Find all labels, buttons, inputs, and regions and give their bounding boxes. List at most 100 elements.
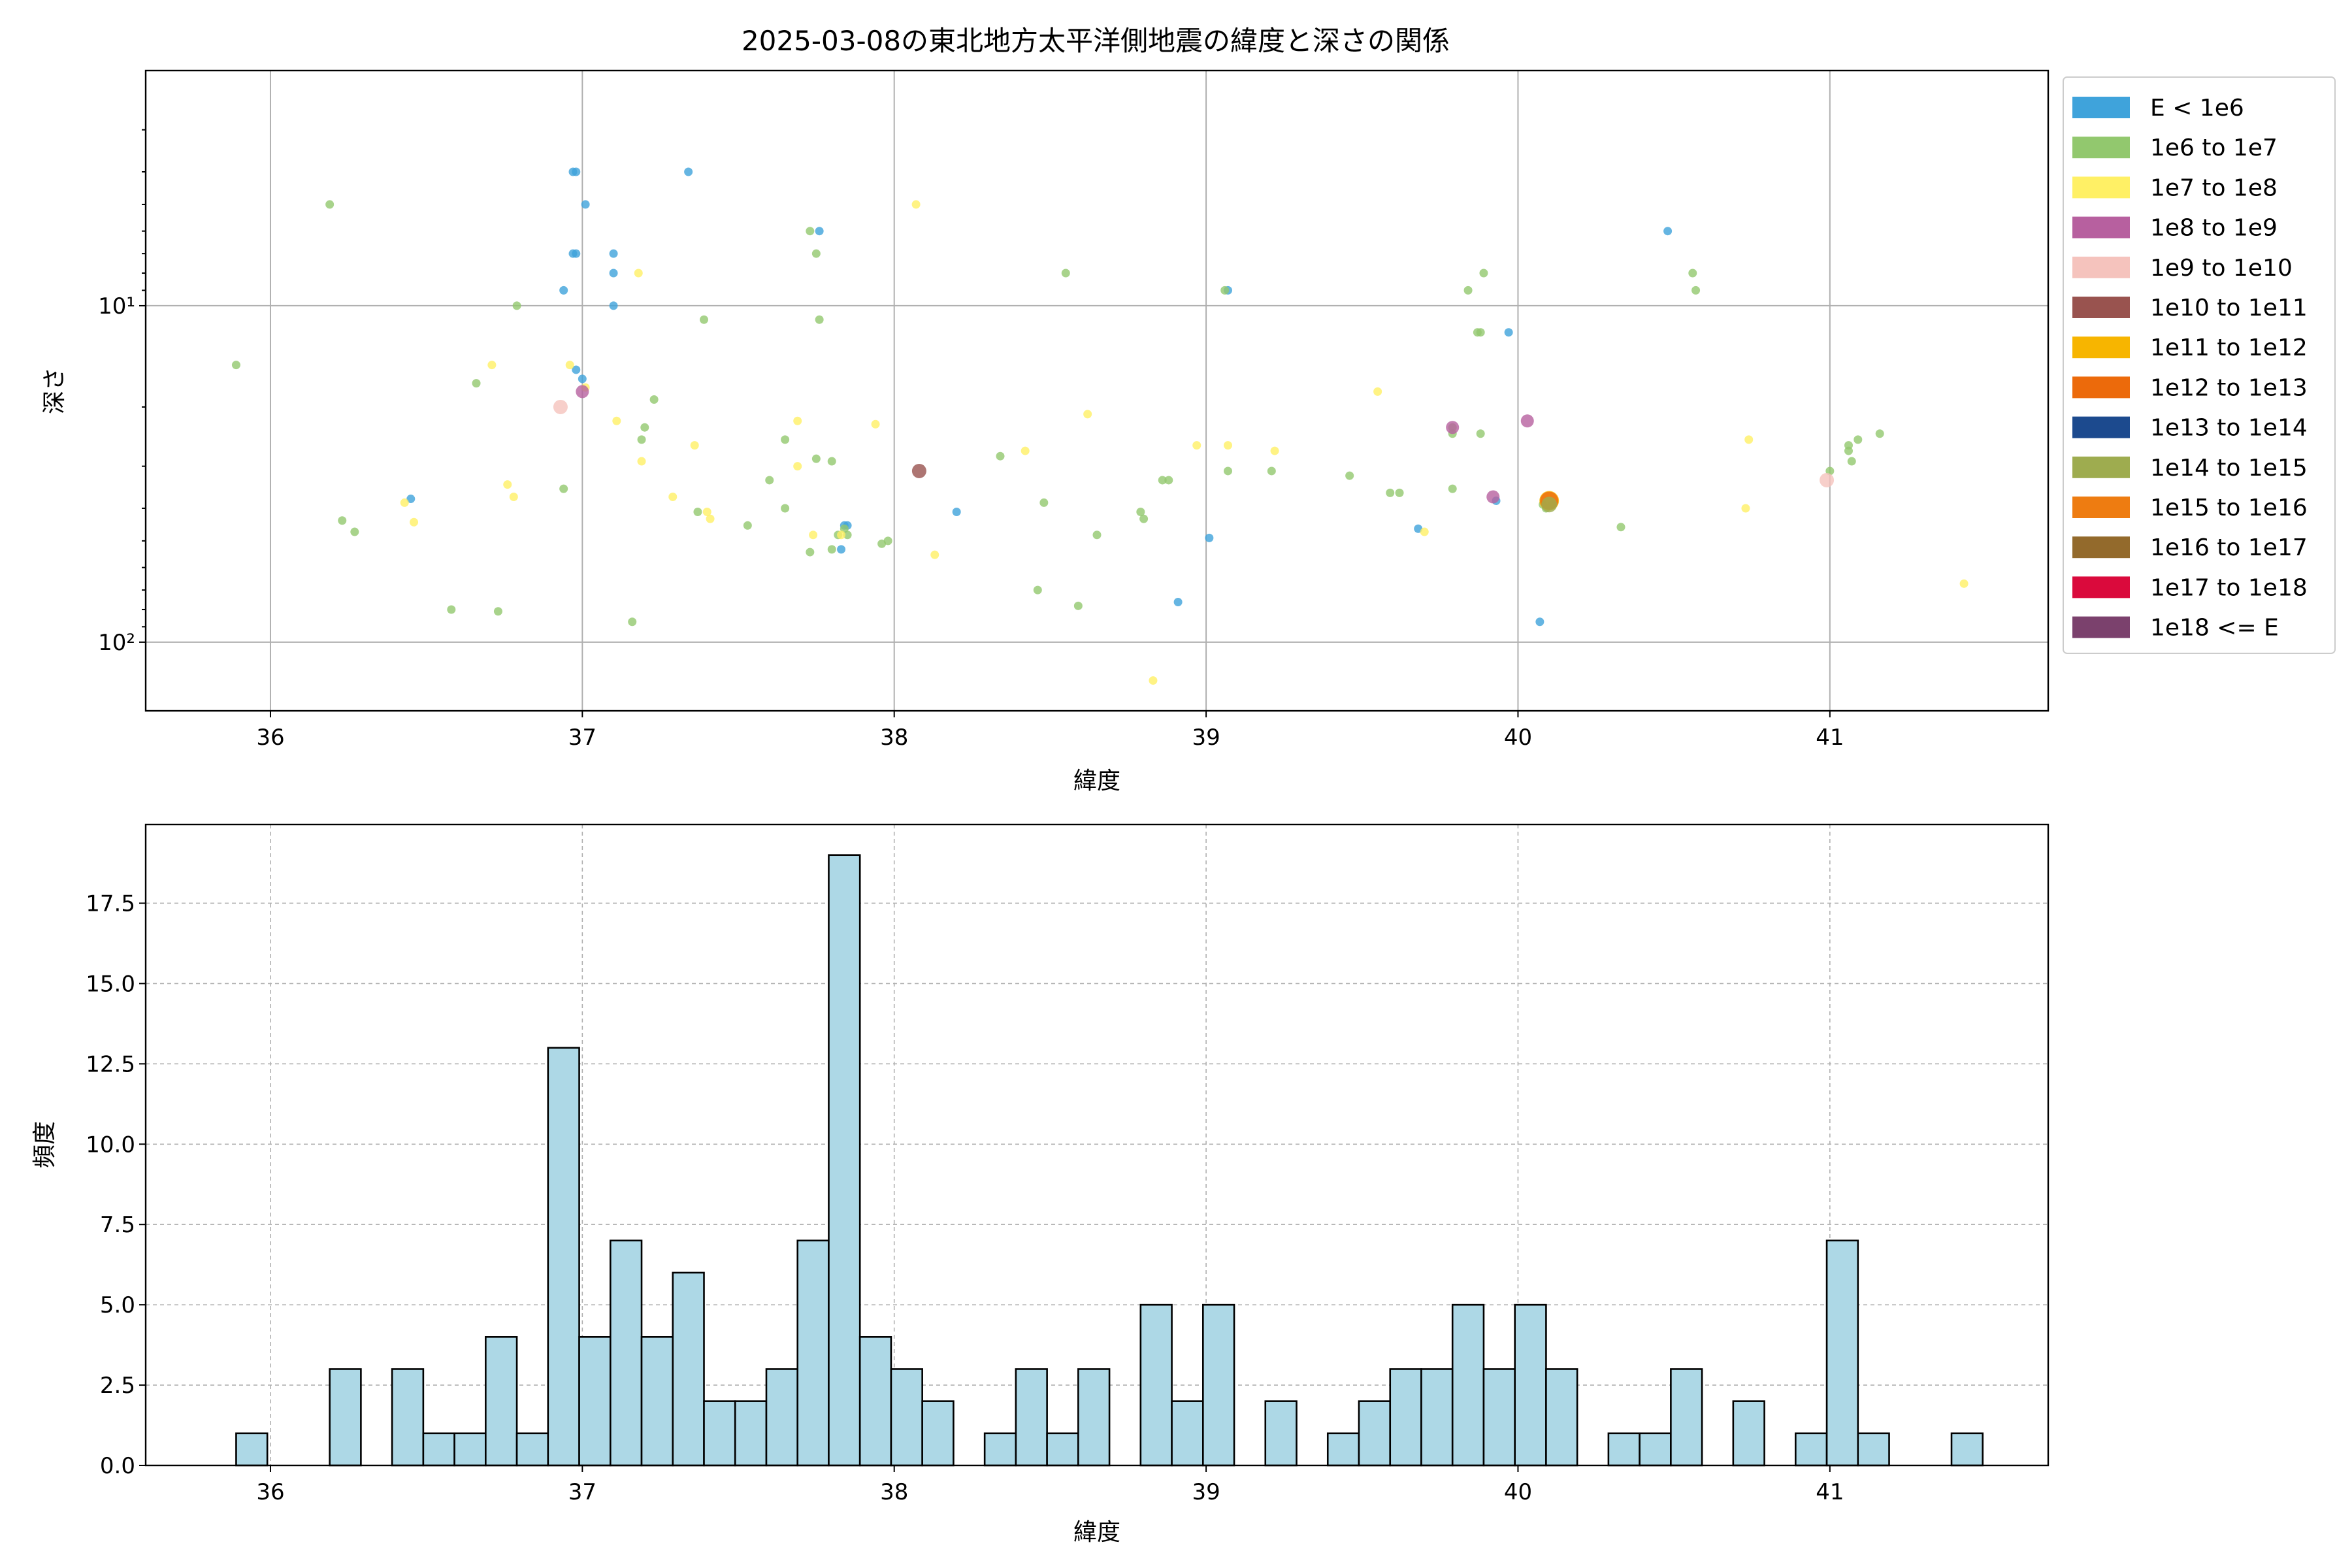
scatter-point [578, 374, 587, 384]
scatter-point [406, 495, 416, 504]
histogram-xtick-label: 39 [1192, 1479, 1220, 1505]
scatter-xtick-label: 40 [1504, 725, 1532, 751]
scatter-point [1476, 328, 1485, 337]
legend-label: 1e16 to 1e17 [2150, 534, 2308, 561]
scatter-point [1073, 601, 1083, 610]
legend: E < 1e6 1e6 to 1e7 1e7 to 1e8 1e8 to 1e9 1e9… [2063, 76, 2336, 654]
histogram-bar [547, 1047, 580, 1467]
histogram-ytick-label: 15.0 [86, 971, 135, 997]
scatter-point [702, 507, 711, 516]
scatter-point [1476, 429, 1485, 438]
histogram-bar [1482, 1368, 1516, 1467]
scatter-point [837, 531, 846, 540]
scatter-point [1744, 435, 1754, 444]
scatter-xtick-label: 36 [256, 725, 284, 751]
histogram-bars [235, 854, 1984, 1467]
histogram-bar [796, 1239, 830, 1467]
scatter-point [553, 399, 568, 414]
legend-label: 1e12 to 1e13 [2150, 374, 2308, 401]
scatter-point [581, 200, 590, 209]
legend-swatch [2072, 576, 2130, 598]
scatter-point [410, 517, 419, 527]
scatter-point [706, 514, 715, 523]
scatter-xtick-label: 39 [1192, 725, 1220, 751]
histogram-bar [453, 1432, 487, 1467]
scatter-point [793, 416, 802, 425]
scatter-point [1420, 527, 1429, 536]
scatter-point [1345, 471, 1354, 480]
legend-label: 1e9 to 1e10 [2150, 255, 2293, 282]
scatter-point [1149, 676, 1158, 685]
scatter-point [628, 617, 637, 627]
scatter-point [1854, 435, 1863, 444]
scatter-point [1039, 498, 1049, 507]
scatter-point [1083, 410, 1092, 419]
legend-swatch [2072, 97, 2130, 118]
scatter-point [609, 269, 618, 278]
scatter-point [806, 227, 815, 236]
histogram-bar [1825, 1239, 1859, 1467]
histogram-bar [1015, 1368, 1048, 1467]
scatter-point [765, 476, 774, 485]
scatter-point [1486, 490, 1500, 504]
scatter-point [1267, 466, 1276, 476]
scatter-point [572, 167, 581, 176]
scatter-point [911, 463, 926, 478]
scatter-x-axis-label: 緯度 [1073, 768, 1120, 794]
scatter-point [649, 395, 659, 404]
legend-swatch [2072, 536, 2130, 559]
scatter-point [1386, 488, 1395, 497]
histogram-bar [921, 1400, 955, 1467]
histogram-bar [1545, 1368, 1578, 1467]
legend-label: 1e18 <= E [2150, 615, 2279, 642]
scatter-point [781, 435, 790, 444]
histogram-bar [640, 1336, 674, 1467]
histogram-bar [1950, 1432, 1984, 1467]
scatter-point [837, 545, 846, 554]
scatter-point [1875, 429, 1884, 438]
scatter-point [637, 457, 646, 466]
scatter-point [576, 385, 589, 399]
scatter-point [1463, 286, 1473, 295]
legend-frame [2063, 76, 2336, 654]
histogram-bar [1857, 1432, 1890, 1467]
legend-label: 1e10 to 1e11 [2150, 295, 2308, 321]
histogram-bar [703, 1400, 736, 1467]
scatter-point [1741, 504, 1750, 513]
scatter-point [1061, 269, 1070, 278]
scatter-point [700, 315, 709, 324]
scatter-point [811, 454, 821, 463]
legend-label: E < 1e6 [2150, 95, 2244, 122]
scatter-point [231, 361, 240, 370]
histogram-ytick-label: 10.0 [86, 1132, 135, 1158]
histogram-bar [1202, 1303, 1235, 1467]
histogram-y-axis: 0.0 2.5 5.0 7.5 10.0 12.5 15.0 17.5 [86, 890, 146, 1479]
scatter-point [1616, 523, 1625, 532]
scatter-points [231, 167, 1968, 685]
legend-label: 1e17 to 1e18 [2150, 574, 2308, 601]
histogram-bar [1171, 1400, 1204, 1467]
histogram-ytick-label: 17.5 [86, 890, 135, 917]
scatter-point [827, 545, 836, 554]
histogram-ytick-label: 5.0 [100, 1292, 135, 1318]
legend-items: E < 1e6 1e6 to 1e7 1e7 to 1e8 1e8 to 1e9 1e9… [2072, 95, 2308, 642]
legend-swatch [2072, 376, 2130, 399]
histogram-bar [1670, 1368, 1703, 1467]
scatter-point [1535, 617, 1544, 627]
scatter-ytick-label: 10¹ [98, 293, 135, 319]
histogram-ytick-label: 7.5 [100, 1212, 135, 1238]
histogram-bar [858, 1336, 892, 1467]
scatter-point [1223, 441, 1232, 450]
scatter-point [1844, 446, 1853, 455]
histogram-bar [1420, 1368, 1454, 1467]
histogram-ytick-label: 2.5 [100, 1373, 135, 1399]
scatter-y-axis-label: 深さ [41, 367, 68, 414]
scatter-point [952, 507, 961, 516]
scatter-xtick-label: 38 [880, 725, 908, 751]
scatter-point [1164, 476, 1173, 485]
histogram-xtick-label: 41 [1816, 1479, 1844, 1505]
histogram-bar [422, 1432, 455, 1467]
scatter-point [1446, 421, 1460, 434]
legend-label: 1e13 to 1e14 [2150, 415, 2308, 442]
